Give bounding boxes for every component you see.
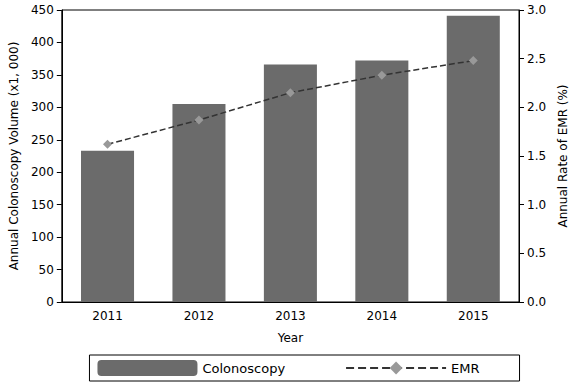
- svg-text:300: 300: [31, 100, 54, 114]
- svg-text:EMR: EMR: [451, 361, 479, 376]
- svg-text:0: 0: [46, 295, 54, 309]
- svg-text:0.0: 0.0: [527, 295, 546, 309]
- svg-text:50: 50: [39, 263, 54, 277]
- svg-text:Year: Year: [277, 331, 303, 345]
- svg-text:100: 100: [31, 230, 54, 244]
- svg-text:2011: 2011: [92, 309, 123, 323]
- svg-text:400: 400: [31, 35, 54, 49]
- svg-text:1.5: 1.5: [527, 149, 546, 163]
- svg-text:2015: 2015: [458, 309, 489, 323]
- svg-text:2013: 2013: [275, 309, 306, 323]
- svg-text:350: 350: [31, 68, 54, 82]
- svg-text:150: 150: [31, 198, 54, 212]
- svg-text:0.5: 0.5: [527, 246, 546, 260]
- svg-text:450: 450: [31, 3, 54, 17]
- svg-text:2012: 2012: [184, 309, 215, 323]
- svg-text:Annual Rate of EMR (%): Annual Rate of EMR (%): [556, 84, 570, 227]
- svg-text:200: 200: [31, 165, 54, 179]
- svg-text:2014: 2014: [367, 309, 398, 323]
- svg-text:Colonoscopy: Colonoscopy: [202, 361, 285, 376]
- svg-text:2.5: 2.5: [527, 52, 546, 66]
- svg-text:1.0: 1.0: [527, 198, 546, 212]
- svg-text:Annual Colonoscopy Volume (x1,: Annual Colonoscopy Volume (x1, 000): [7, 42, 21, 271]
- svg-text:2.0: 2.0: [527, 100, 546, 114]
- svg-text:250: 250: [31, 133, 54, 147]
- svg-text:3.0: 3.0: [527, 3, 546, 17]
